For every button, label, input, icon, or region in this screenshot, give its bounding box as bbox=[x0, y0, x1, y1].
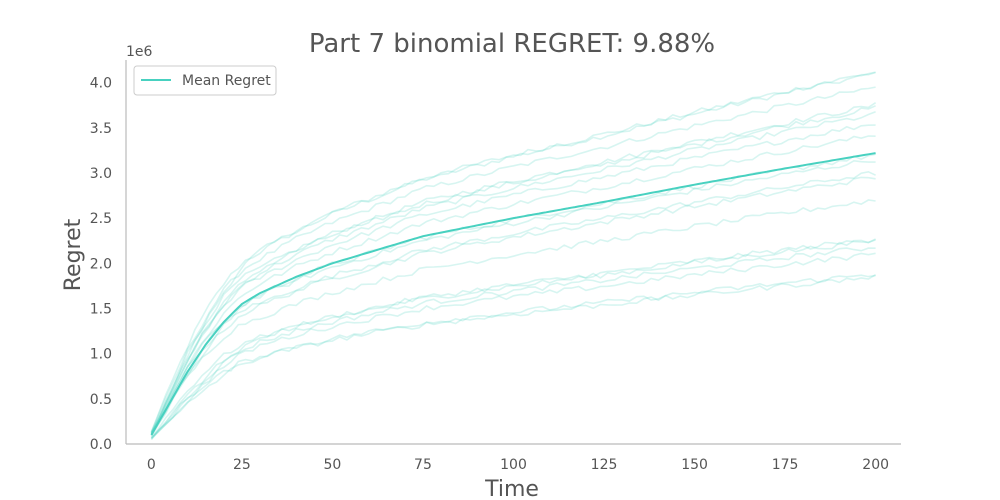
x-tick-label: 75 bbox=[414, 457, 432, 473]
run-line bbox=[150, 71, 876, 433]
mean-line-group bbox=[150, 152, 876, 436]
y-tick-label: 0.0 bbox=[90, 437, 112, 453]
chart-title: Part 7 binomial REGRET: 9.88% bbox=[309, 29, 715, 59]
run-line bbox=[150, 170, 876, 435]
legend-box bbox=[133, 65, 277, 96]
y-ticks: 0.0 0.5 1.0 1.5 2.0 2.5 3.0 3.5 4.0 bbox=[90, 76, 112, 453]
run-line bbox=[150, 239, 876, 438]
run-line bbox=[150, 247, 876, 439]
run-line bbox=[150, 135, 876, 435]
run-line bbox=[150, 86, 876, 433]
x-tick-label: 150 bbox=[681, 457, 708, 473]
x-tick-label: 125 bbox=[591, 457, 618, 473]
x-ticks: 0 25 50 75 100 125 150 175 200 bbox=[147, 457, 889, 473]
x-tick-label: 175 bbox=[772, 457, 799, 473]
run-line bbox=[150, 274, 876, 440]
axes bbox=[125, 60, 901, 445]
x-axis-label: Time bbox=[484, 477, 539, 500]
y-offset-label: 1e6 bbox=[126, 44, 153, 60]
run-line bbox=[150, 71, 876, 432]
y-tick-label: 1.5 bbox=[90, 301, 112, 317]
run-line bbox=[150, 110, 876, 434]
y-tick-label: 2.0 bbox=[90, 256, 112, 272]
run-line bbox=[150, 176, 876, 435]
run-line bbox=[150, 105, 876, 435]
run-line bbox=[150, 159, 876, 434]
x-tick-label: 200 bbox=[862, 457, 889, 473]
y-axis-label: Regret bbox=[61, 218, 86, 291]
run-line bbox=[150, 124, 876, 434]
run-line bbox=[150, 199, 876, 437]
y-tick-label: 4.0 bbox=[90, 76, 112, 92]
legend: Mean Regret bbox=[133, 65, 277, 96]
run-line bbox=[150, 102, 877, 433]
run-line bbox=[150, 252, 876, 439]
mean-regret-line bbox=[150, 152, 876, 436]
y-tick-label: 3.0 bbox=[90, 166, 112, 182]
x-tick-label: 25 bbox=[233, 457, 251, 473]
y-tick-label: 3.5 bbox=[90, 121, 112, 137]
y-tick-label: 0.5 bbox=[90, 392, 112, 408]
x-tick-label: 0 bbox=[147, 457, 156, 473]
legend-label-mean-regret: Mean Regret bbox=[182, 73, 271, 89]
run-line bbox=[150, 274, 877, 440]
run-lines bbox=[150, 71, 877, 440]
y-tick-label: 1.0 bbox=[90, 347, 112, 363]
run-line bbox=[150, 238, 876, 439]
x-tick-label: 50 bbox=[324, 457, 342, 473]
x-tick-label: 100 bbox=[500, 457, 527, 473]
y-tick-label: 2.5 bbox=[90, 211, 112, 227]
